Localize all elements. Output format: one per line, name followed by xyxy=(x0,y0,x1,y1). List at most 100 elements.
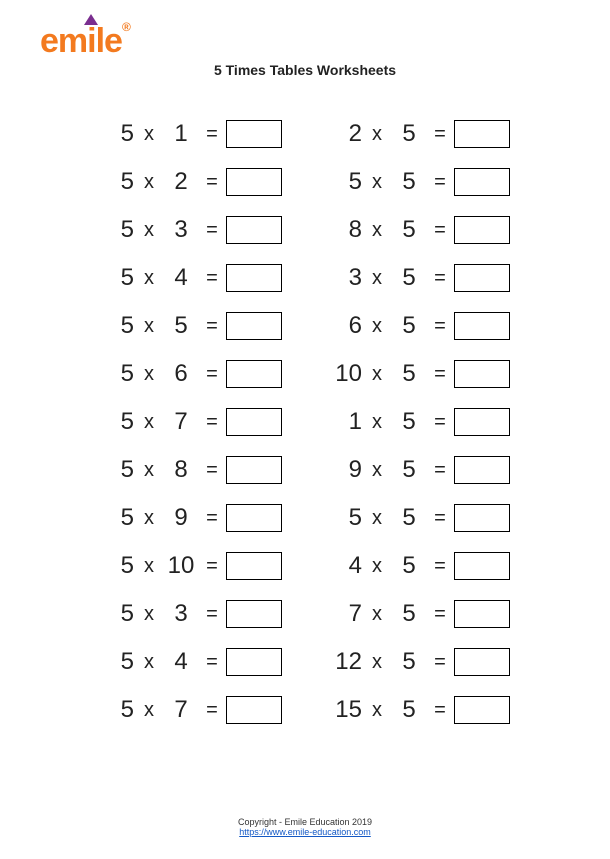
first-number: 10 xyxy=(328,360,362,388)
second-number: 5 xyxy=(392,648,426,676)
first-number: 3 xyxy=(328,264,362,292)
times-symbol: x xyxy=(362,171,392,194)
second-number: 10 xyxy=(164,552,198,580)
first-number: 7 xyxy=(328,600,362,628)
second-number: 5 xyxy=(392,552,426,580)
second-number: 6 xyxy=(164,360,198,388)
answer-box[interactable] xyxy=(226,696,282,724)
answer-box[interactable] xyxy=(454,600,510,628)
answer-box[interactable] xyxy=(454,696,510,724)
equals-symbol: = xyxy=(426,411,454,434)
answer-box[interactable] xyxy=(226,504,282,532)
answer-box[interactable] xyxy=(454,168,510,196)
first-number: 5 xyxy=(100,648,134,676)
equals-symbol: = xyxy=(198,555,226,578)
times-symbol: x xyxy=(134,651,164,674)
times-symbol: x xyxy=(134,603,164,626)
answer-box[interactable] xyxy=(226,552,282,580)
second-number: 5 xyxy=(392,696,426,724)
answer-box[interactable] xyxy=(454,456,510,484)
page-title: 5 Times Tables Worksheets xyxy=(0,62,610,78)
answer-box[interactable] xyxy=(454,648,510,676)
equals-symbol: = xyxy=(198,507,226,530)
equation-row: 5x10= xyxy=(100,542,282,590)
equals-symbol: = xyxy=(198,411,226,434)
equals-symbol: = xyxy=(198,171,226,194)
first-number: 5 xyxy=(100,360,134,388)
times-symbol: x xyxy=(134,459,164,482)
times-symbol: x xyxy=(134,555,164,578)
first-number: 5 xyxy=(100,312,134,340)
answer-box[interactable] xyxy=(454,360,510,388)
equation-row: 4x5= xyxy=(328,542,510,590)
first-number: 12 xyxy=(328,648,362,676)
equals-symbol: = xyxy=(198,315,226,338)
answer-box[interactable] xyxy=(226,360,282,388)
second-number: 4 xyxy=(164,264,198,292)
equation-row: 5x9= xyxy=(100,494,282,542)
worksheet-columns: 5x1=5x2=5x3=5x4=5x5=5x6=5x7=5x8=5x9=5x10… xyxy=(0,110,610,734)
second-number: 7 xyxy=(164,408,198,436)
times-symbol: x xyxy=(134,123,164,146)
answer-box[interactable] xyxy=(226,312,282,340)
equation-row: 5x5= xyxy=(328,158,510,206)
answer-box[interactable] xyxy=(454,408,510,436)
answer-box[interactable] xyxy=(226,168,282,196)
second-number: 3 xyxy=(164,600,198,628)
equals-symbol: = xyxy=(426,315,454,338)
equals-symbol: = xyxy=(198,651,226,674)
first-number: 5 xyxy=(100,552,134,580)
equation-row: 5x7= xyxy=(100,686,282,734)
times-symbol: x xyxy=(134,699,164,722)
equals-symbol: = xyxy=(426,219,454,242)
first-number: 5 xyxy=(100,216,134,244)
equation-row: 15x5= xyxy=(328,686,510,734)
footer-link[interactable]: https://www.emile-education.com xyxy=(239,827,371,837)
answer-box[interactable] xyxy=(454,312,510,340)
first-number: 5 xyxy=(100,456,134,484)
equation-row: 5x3= xyxy=(100,590,282,638)
times-symbol: x xyxy=(134,219,164,242)
answer-box[interactable] xyxy=(454,120,510,148)
equation-row: 9x5= xyxy=(328,446,510,494)
answer-box[interactable] xyxy=(226,648,282,676)
times-symbol: x xyxy=(362,459,392,482)
first-number: 1 xyxy=(328,408,362,436)
equals-symbol: = xyxy=(426,507,454,530)
first-number: 15 xyxy=(328,696,362,724)
equals-symbol: = xyxy=(426,555,454,578)
answer-box[interactable] xyxy=(454,504,510,532)
equation-row: 5x1= xyxy=(100,110,282,158)
answer-box[interactable] xyxy=(226,600,282,628)
answer-box[interactable] xyxy=(226,408,282,436)
equals-symbol: = xyxy=(198,363,226,386)
answer-box[interactable] xyxy=(454,552,510,580)
times-symbol: x xyxy=(362,267,392,290)
first-number: 8 xyxy=(328,216,362,244)
times-symbol: x xyxy=(134,411,164,434)
equals-symbol: = xyxy=(198,459,226,482)
equation-row: 5x3= xyxy=(100,206,282,254)
equals-symbol: = xyxy=(426,699,454,722)
equation-row: 12x5= xyxy=(328,638,510,686)
answer-box[interactable] xyxy=(226,120,282,148)
equation-row: 3x5= xyxy=(328,254,510,302)
answer-box[interactable] xyxy=(226,264,282,292)
equation-row: 8x5= xyxy=(328,206,510,254)
times-symbol: x xyxy=(362,123,392,146)
equals-symbol: = xyxy=(426,267,454,290)
answer-box[interactable] xyxy=(226,456,282,484)
times-symbol: x xyxy=(134,363,164,386)
second-number: 5 xyxy=(392,168,426,196)
answer-box[interactable] xyxy=(226,216,282,244)
equation-row: 5x8= xyxy=(100,446,282,494)
times-symbol: x xyxy=(134,507,164,530)
equation-row: 5x5= xyxy=(328,494,510,542)
second-number: 5 xyxy=(392,216,426,244)
first-number: 9 xyxy=(328,456,362,484)
answer-box[interactable] xyxy=(454,216,510,244)
equals-symbol: = xyxy=(198,603,226,626)
second-number: 4 xyxy=(164,648,198,676)
first-number: 5 xyxy=(100,168,134,196)
answer-box[interactable] xyxy=(454,264,510,292)
